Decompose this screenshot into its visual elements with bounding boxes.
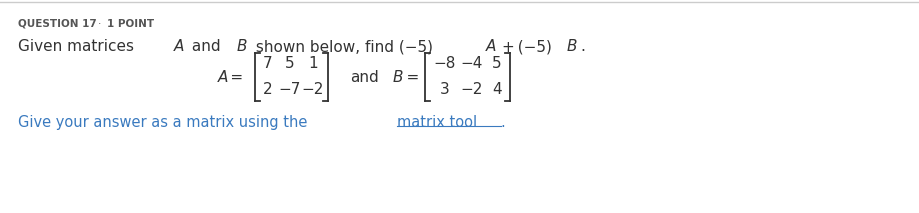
Text: .: . [500,115,505,130]
Text: B: B [566,39,577,54]
Text: A: A [174,39,184,54]
Text: shown below, find (−5): shown below, find (−5) [250,39,432,54]
Text: and: and [349,69,379,85]
Text: Given matrices: Given matrices [18,39,139,54]
Text: −2: −2 [460,82,482,98]
Text: B: B [237,39,247,54]
Text: 1 POINT: 1 POINT [107,19,154,29]
Text: 7: 7 [263,56,273,72]
Text: 1: 1 [308,56,317,72]
Text: matrix tool: matrix tool [397,115,477,130]
Text: ·: · [98,19,101,29]
Text: 4: 4 [492,82,501,98]
Text: A: A [485,39,495,54]
Text: 2: 2 [263,82,273,98]
Text: −2: −2 [301,82,323,98]
Text: −8: −8 [434,56,456,72]
Text: −4: −4 [460,56,482,72]
Text: .: . [580,39,584,54]
Text: Give your answer as a matrix using the: Give your answer as a matrix using the [18,115,312,130]
Text: 3: 3 [439,82,449,98]
Text: B =: B = [392,69,419,85]
Text: 5: 5 [285,56,294,72]
Text: 5: 5 [492,56,501,72]
Text: QUESTION 17: QUESTION 17 [18,19,96,29]
Text: A =: A = [218,69,244,85]
Text: and: and [187,39,225,54]
Text: −7: −7 [278,82,301,98]
Text: + (−5): + (−5) [498,39,551,54]
